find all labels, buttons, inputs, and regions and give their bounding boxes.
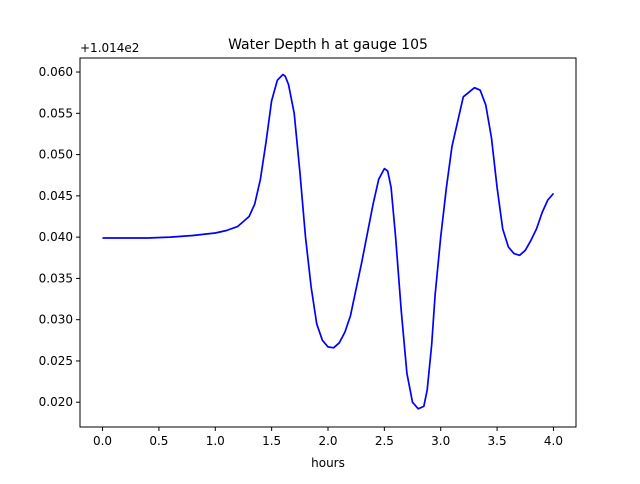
y-tick-label: 0.020: [39, 395, 73, 409]
x-tick-label: 0.5: [149, 434, 168, 448]
plot-frame: [79, 57, 577, 428]
x-tick-label: 2.5: [375, 434, 394, 448]
y-tick-label: 0.040: [39, 230, 73, 244]
x-tick-label: 3.0: [431, 434, 450, 448]
x-tick-label: 0.0: [93, 434, 112, 448]
x-axis-label: hours: [311, 456, 345, 470]
y-tick-label: 0.045: [39, 189, 73, 203]
y-tick-label: 0.050: [39, 148, 73, 162]
y-tick-label: 0.025: [39, 354, 73, 368]
y-tick-label: 0.060: [39, 65, 73, 79]
chart-title: Water Depth h at gauge 105: [228, 37, 428, 53]
x-tick-label: 1.5: [262, 434, 281, 448]
y-tick-label: 0.055: [39, 106, 73, 120]
y-tick-label: 0.030: [39, 313, 73, 327]
x-tick-label: 2.0: [318, 434, 337, 448]
plot-area: 0.0 0.5 1.0 1.5 2.0 2.5 3.0 3.5 4.0 0.020 0.025 0.0…: [39, 57, 577, 448]
x-tick-label: 4.0: [544, 434, 563, 448]
x-tick-label: 3.5: [488, 434, 507, 448]
x-tick-label: 1.0: [206, 434, 225, 448]
series-line-0: [102, 73, 555, 410]
y-tick-label: 0.035: [39, 271, 73, 285]
y-offset-label: +1.014e2: [80, 41, 139, 55]
